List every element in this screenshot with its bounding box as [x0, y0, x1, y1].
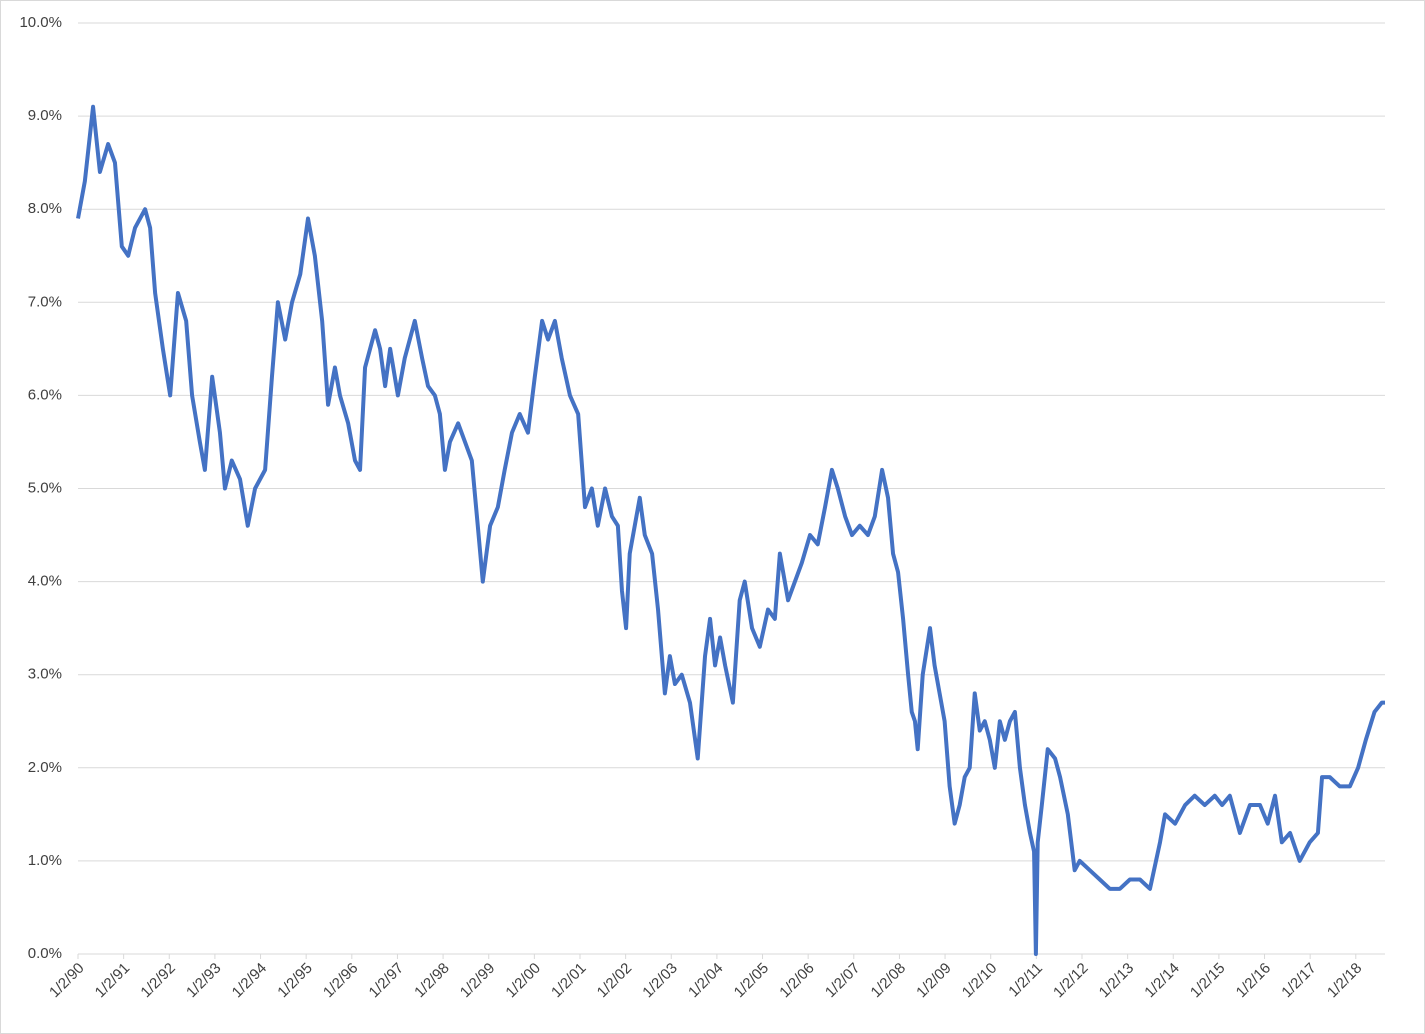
y-tick-label: 7.0% — [28, 293, 62, 310]
data-line — [76, 104, 1385, 956]
y-tick-label: 10.0% — [19, 14, 62, 31]
y-tick-label: 6.0% — [28, 386, 62, 403]
y-tick-label: 1.0% — [28, 852, 62, 869]
y-tick-label: 2.0% — [28, 759, 62, 776]
y-tick-label: 4.0% — [28, 573, 62, 590]
y-tick-label: 0.0% — [28, 945, 62, 962]
y-tick-label: 8.0% — [28, 200, 62, 217]
y-tick-label: 5.0% — [28, 479, 62, 496]
y-tick-label: 3.0% — [28, 666, 62, 683]
y-tick-label: 9.0% — [28, 107, 62, 124]
